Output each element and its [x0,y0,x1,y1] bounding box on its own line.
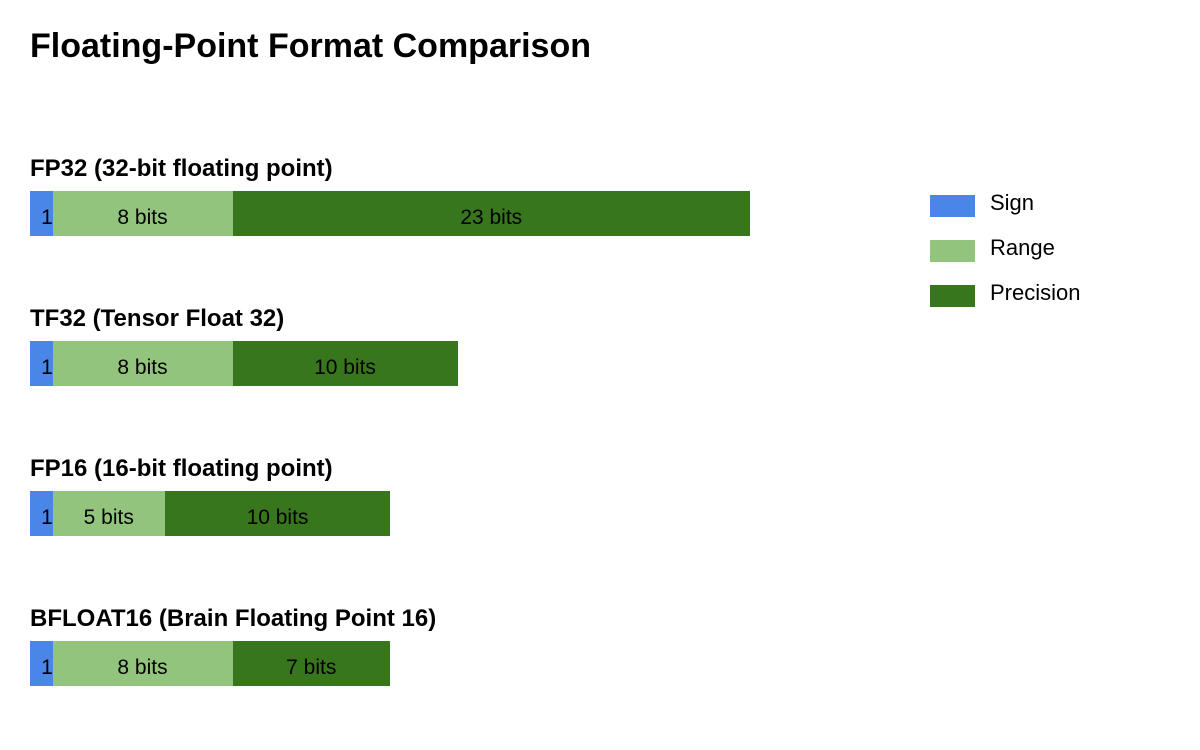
precision-segment [165,491,390,536]
bit-bar [30,641,390,686]
range-segment [52,191,233,236]
sign-segment [30,341,53,386]
format-title: BFLOAT16 (Brain Floating Point 16) [30,605,437,632]
sign-bits-label: 1 [41,356,53,379]
precision-bits-label: 7 bits [286,656,337,679]
range-bits-label: 8 bits [117,206,168,229]
range-bits-label: 8 bits [117,656,168,679]
range-bits-label: 8 bits [117,356,168,379]
sign-swatch [930,195,975,217]
bit-bar [30,191,750,236]
sign-bits-label: 1 [41,506,53,529]
legend-label: Sign [990,190,1035,215]
legend-label: Precision [990,280,1081,305]
precision-segment [232,341,458,386]
format-title: FP16 (16-bit floating point) [30,455,333,482]
sign-segment [30,641,53,686]
precision-swatch [930,285,975,307]
range-segment [52,491,165,536]
sign-segment [30,491,53,536]
precision-bits-label: 23 bits [460,206,523,229]
legend-label: Range [990,235,1055,260]
sign-bits-label: 1 [41,656,53,679]
format-title: FP32 (32-bit floating point) [30,155,333,182]
precision-segment [232,191,750,236]
precision-bits-label: 10 bits [314,356,376,379]
range-bits-label: 5 bits [83,506,134,529]
precision-segment [232,641,390,686]
range-swatch [930,240,975,262]
page-title: Floating-Point Format Comparison [30,27,591,65]
sign-segment [30,191,53,236]
sign-bits-label: 1 [41,206,53,229]
range-segment [52,641,233,686]
range-segment [52,341,233,386]
bit-bar [30,341,458,386]
format-title: TF32 (Tensor Float 32) [30,305,285,332]
bit-bar [30,491,390,536]
precision-bits-label: 10 bits [246,506,309,529]
